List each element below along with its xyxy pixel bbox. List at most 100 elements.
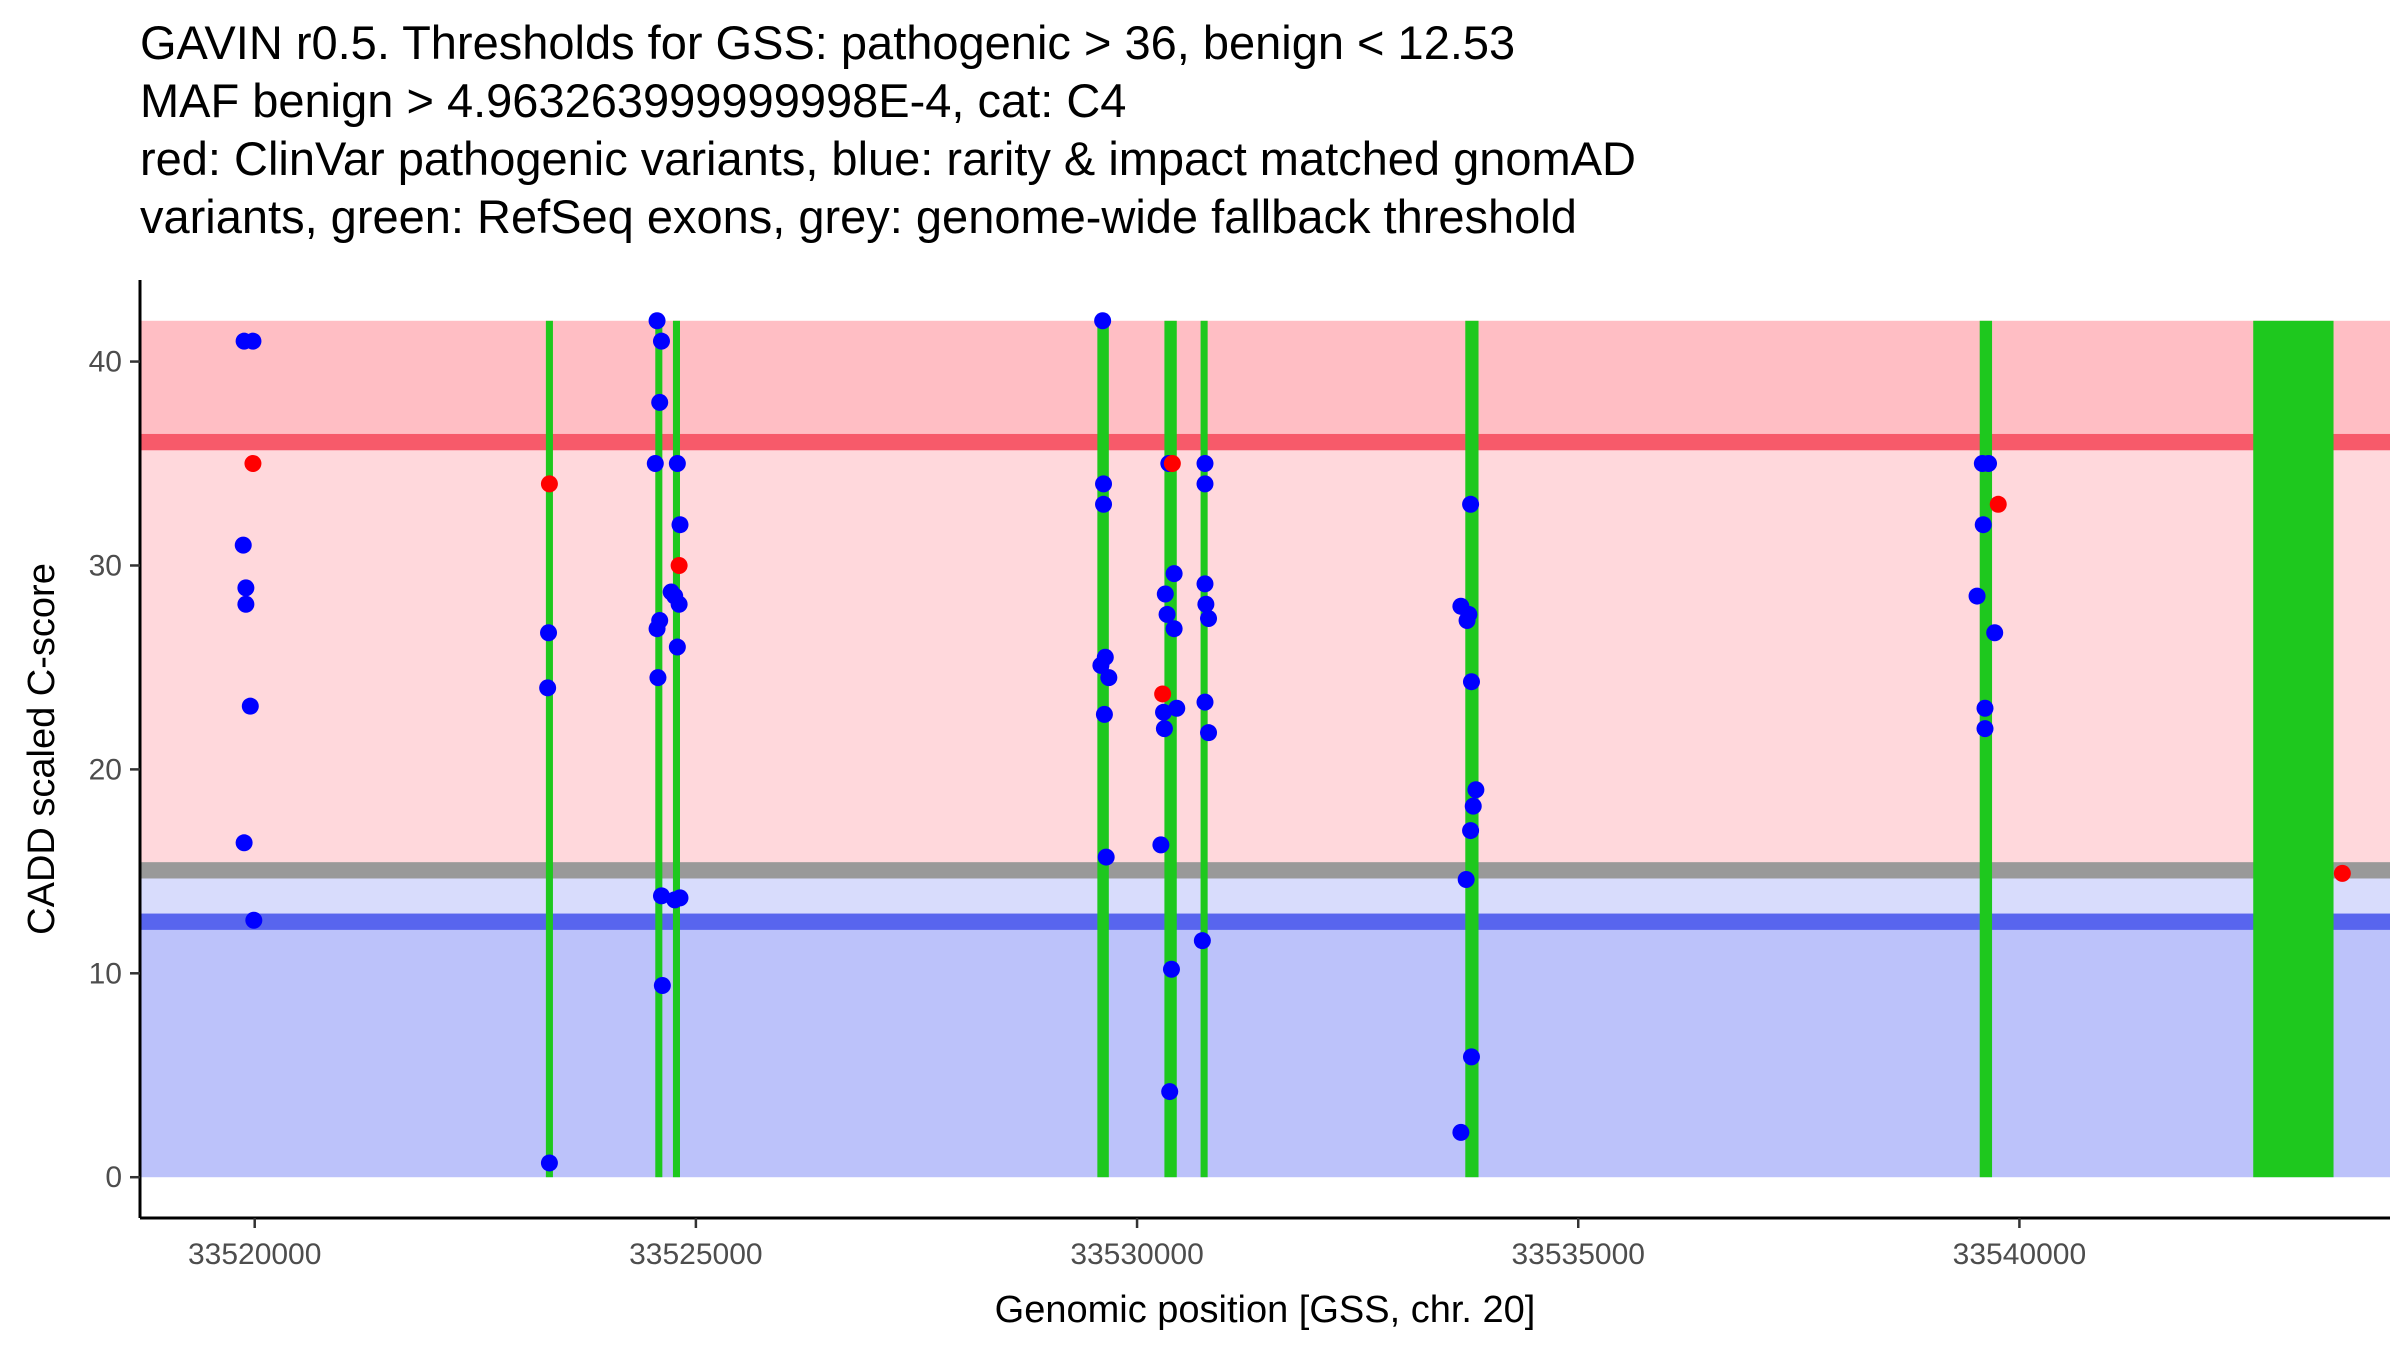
gnomad-point	[651, 393, 669, 411]
clinvar-point	[2333, 864, 2351, 882]
threshold-zones	[141, 320, 2390, 1178]
gnomad-point	[1165, 620, 1183, 638]
gnomad-point	[671, 516, 689, 534]
gnomad-point	[652, 887, 670, 905]
benign-threshold-line	[141, 913, 2390, 930]
gnomad-point	[1197, 595, 1215, 613]
chart-title: GAVIN r0.5. Thresholds for GSS: pathogen…	[140, 14, 2380, 246]
y-tick-label: 30	[89, 549, 122, 582]
gnomad-point	[1196, 693, 1214, 711]
exon-bar	[545, 320, 553, 1178]
pathogenic-threshold-line	[141, 433, 2390, 451]
x-tick-label: 33525000	[629, 1238, 762, 1271]
gnomad-point	[1095, 475, 1113, 493]
x-axis-title: Genomic position [GSS, chr. 20]	[995, 1289, 1536, 1331]
gnomad-point	[1200, 724, 1218, 742]
gnomad-point	[241, 697, 259, 715]
clinvar-point	[1163, 455, 1181, 473]
exon-bar	[1465, 320, 1479, 1178]
gnomad-point	[1462, 673, 1480, 691]
gnomad-point	[1095, 705, 1113, 723]
gnomad-point	[1156, 585, 1174, 603]
gnomad-point	[1974, 516, 1992, 534]
gnomad-point	[1193, 932, 1211, 950]
gnomad-point	[670, 595, 688, 613]
gnomad-point	[540, 624, 558, 642]
x-tick-label: 33530000	[1070, 1238, 1203, 1271]
benign-zone	[141, 921, 2390, 1178]
pathogenic-strong-zone	[141, 320, 2390, 444]
gnomad-point	[1097, 848, 1115, 866]
gnomad-point	[1980, 455, 1998, 473]
clinvar-point	[670, 556, 688, 574]
gnomad-point	[1200, 609, 1218, 627]
exon-bar	[655, 320, 663, 1178]
variant-points	[234, 312, 2351, 1172]
gnomad-point	[1196, 455, 1214, 473]
gnomad-point	[1462, 495, 1480, 513]
title-line-2: MAF benign > 4.963263999999998E-4, cat: …	[140, 74, 1127, 127]
title-line-3: red: ClinVar pathogenic variants, blue: …	[140, 132, 1636, 185]
exon-bar	[1979, 320, 1993, 1178]
gnomad-point	[1152, 836, 1170, 854]
title-line-1: GAVIN r0.5. Thresholds for GSS: pathogen…	[140, 16, 1516, 69]
exon-bar	[1097, 320, 1109, 1178]
x-tick-label: 33535000	[1511, 1238, 1644, 1271]
axes	[138, 280, 2390, 1220]
gnomad-point	[1467, 781, 1485, 799]
gnomad-point	[1976, 699, 1994, 717]
y-tick-label: 0	[105, 1161, 122, 1194]
gnomad-point	[668, 455, 686, 473]
gnomad-point	[540, 1154, 558, 1172]
gnomad-point	[646, 455, 664, 473]
gnomad-point	[1161, 1083, 1179, 1101]
clinvar-point	[1989, 495, 2007, 513]
gnomad-point	[671, 889, 689, 907]
gnomad-point	[1158, 605, 1176, 623]
clinvar-point	[540, 475, 558, 493]
gnomad-point	[1464, 797, 1482, 815]
gnomad-point	[648, 620, 666, 638]
gnomad-point	[1196, 475, 1214, 493]
gnomad-point	[1094, 312, 1112, 330]
exon-bar	[1200, 320, 1208, 1178]
y-tick-label: 40	[89, 346, 122, 379]
pathogenic-zone	[141, 443, 2390, 870]
gnomad-point	[1462, 1048, 1480, 1066]
gnomad-point	[245, 911, 263, 929]
fallback-threshold-line	[141, 862, 2390, 879]
gnomad-point	[1458, 612, 1476, 630]
gnomad-point	[652, 332, 670, 350]
gnomad-point	[1165, 565, 1183, 583]
gnomad-point	[1155, 720, 1173, 738]
gnomad-point	[1196, 575, 1214, 593]
gnomad-point	[234, 536, 252, 554]
gnomad-point	[1986, 624, 2004, 642]
exon-bar	[1164, 320, 1177, 1178]
gnomad-point	[1095, 495, 1113, 513]
gnomad-point	[649, 669, 667, 687]
exon-bars	[545, 320, 2334, 1178]
exon-bar	[672, 320, 680, 1178]
gnomad-point	[1092, 656, 1110, 674]
gnomad-point	[648, 312, 666, 330]
axis-ticks: 33520000 33525000 33530000 33535000 33540000…	[89, 346, 2087, 1271]
gnomad-point	[1462, 822, 1480, 840]
clinvar-point	[244, 455, 262, 473]
gnomad-point	[1976, 720, 1994, 738]
gnomad-point	[1968, 587, 1986, 605]
threshold-lines	[141, 433, 2390, 930]
gnomad-point	[1168, 699, 1186, 717]
gnomad-point	[237, 579, 255, 597]
gnomad-point	[539, 679, 557, 697]
gnomad-point	[1457, 871, 1475, 889]
clinvar-point	[1154, 685, 1172, 703]
y-axis-title: CADD scaled C-score	[21, 563, 63, 935]
gnomad-point	[1162, 960, 1180, 978]
gnomad-point	[653, 977, 671, 995]
gnomad-point	[235, 834, 253, 852]
gnomad-point	[1100, 669, 1118, 687]
y-tick-label: 10	[89, 957, 122, 990]
title-line-4: variants, green: RefSeq exons, grey: gen…	[140, 190, 1577, 243]
